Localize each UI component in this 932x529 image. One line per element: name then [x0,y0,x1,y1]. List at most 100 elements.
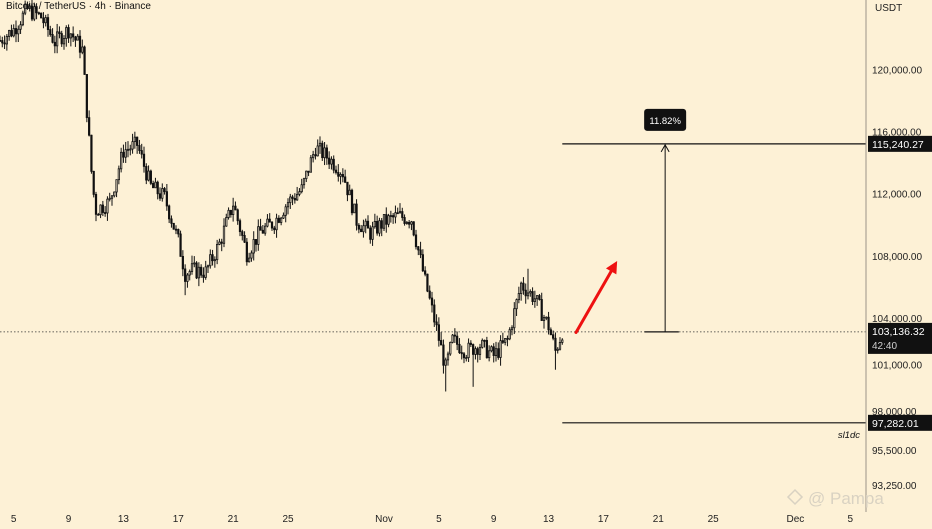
candle-body-down [408,222,411,225]
x-tick-label: Dec [787,514,805,524]
candle-body-up [323,147,326,159]
candle-body-down [492,346,495,356]
candle-body-up [110,195,114,199]
candle-body-up [316,145,319,157]
candle-body-down [424,270,427,275]
candle-body-down [460,352,463,355]
watermark: @ Pampa [808,489,884,508]
candle-body-up [542,317,546,321]
candle-body-up [398,211,402,214]
price-level-label-bg [868,135,932,152]
candle-body-down [334,169,338,173]
candle-body-up [364,220,367,227]
candle-body-down [234,205,237,211]
candle-body-down [0,39,2,42]
candle-body-down [325,147,328,159]
candle-body-up [62,38,66,45]
candle-body-up [371,226,374,240]
axes-layer: 5 9 13 17 21 25 Nov 5 9 13 17 21 25 Dec 5 120,000.00 116… [11,0,922,525]
candle-body-up [526,292,530,297]
candle-body-up [161,188,164,199]
candle-body-up [275,217,278,231]
candle-body-up [387,215,390,225]
candle-body-up [520,282,523,294]
candle-body-up [186,274,189,282]
candle-body-down [458,343,461,353]
candle-body-up [99,204,102,216]
candle-body-up [339,174,342,177]
candle-body-down [341,174,344,178]
price-level-label-bg [868,414,932,431]
candle-body-up [113,191,116,197]
candle-body-down [49,29,52,35]
candle-body-up [131,141,134,150]
candle-body-up [302,178,306,186]
candle-body-up [451,334,454,343]
candle-body-down [360,228,363,233]
candle-body-down [90,134,93,172]
candle-body-up [222,225,226,244]
x-tick-label: 13 [118,514,130,524]
candle-body-down [46,17,50,30]
candle-body-down [538,295,541,300]
candle-body-up [394,212,397,218]
candle-body-down [35,6,38,14]
candle-body-down [243,235,246,243]
price-labels-layer: 115,240.27 97,282.01 sl1dc 103,136.32 42:40 [838,135,932,441]
candle-body-up [309,157,312,173]
trend-arrow-head [605,260,618,275]
candle-body-up [117,168,120,181]
horizontal-levels-layer [0,143,866,424]
candle-body-down [53,41,56,47]
candle-body-up [76,35,79,41]
candle-body-down [58,31,61,34]
candle-body-up [558,342,562,350]
candle-body-up [12,28,15,37]
candle-body-down [433,304,436,323]
candle-body-up [264,225,267,234]
candle-body-up [21,12,24,26]
candle-body-up [513,308,516,329]
candle-body-up [257,226,260,245]
current-price-label: 103,136.32 [872,326,925,338]
candle-body-up [190,263,194,272]
candle-body-up [108,197,111,200]
candle-body-up [24,3,27,14]
candle-body-down [92,170,95,195]
candle-body-up [545,316,548,319]
candle-body-up [286,202,290,208]
candle-body-down [437,324,440,341]
candle-body-up [467,342,470,358]
price-level-label: 115,240.27 [872,139,924,151]
candle-body-down [419,249,422,256]
measure-arrowhead [660,143,670,153]
candle-body-down [74,36,77,41]
candle-body-down [497,348,500,358]
candle-body-down [238,220,242,233]
candle-body-down [72,33,75,38]
candle-body-down [421,254,424,272]
candle-body-down [554,337,557,351]
candle-body-up [305,170,308,180]
candle-body-down [78,35,82,53]
candle-body-down [163,188,166,193]
candle-body-up [193,262,196,265]
candle-body-down [414,234,418,248]
candle-body-down [1,40,4,44]
candle-body-up [490,346,493,352]
candle-body-down [392,215,395,218]
candle-body-down [3,42,6,45]
candle-body-down [165,191,168,207]
x-tick-label: 9 [491,514,497,524]
candle-body-down [440,340,443,346]
candle-body-down [184,268,187,282]
currency-label: USDT [875,3,902,14]
current-price-label-bg [868,322,932,354]
candle-body-down [506,338,509,340]
candle-body-down [277,217,280,223]
candle-body-down [101,204,104,213]
candle-body-down [158,193,162,199]
candle-body-up [81,46,84,53]
